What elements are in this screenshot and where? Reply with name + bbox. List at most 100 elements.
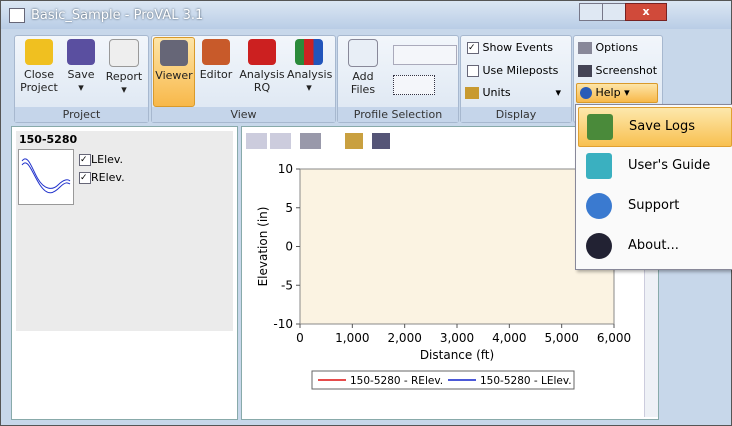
x-tick-label: 5,000 [544, 331, 578, 345]
y-axis-label: Elevation (in) [256, 207, 270, 287]
button-label: Options [595, 41, 638, 54]
group-label: View [152, 107, 335, 122]
button-label: Close [24, 68, 54, 81]
icon [295, 39, 323, 65]
channel-label: LElev. [91, 153, 124, 166]
dropdown-arrow: ▾ [306, 81, 312, 94]
thumbnail-line [21, 158, 71, 189]
use-mileposts-checkbox[interactable]: Use Mileposts [467, 64, 558, 77]
checkbox: ✓ [79, 154, 91, 166]
menu-label: About... [628, 238, 679, 253]
button-label: Add Files [350, 70, 376, 96]
group-label: Display [461, 107, 571, 122]
group-label: Project [15, 107, 148, 122]
window-title: Basic_Sample - ProVAL 3.1 [31, 8, 204, 23]
x-tick-label: 0 [296, 331, 304, 345]
button-label: Analysis [287, 68, 333, 81]
icon [248, 39, 276, 65]
icon [586, 153, 612, 179]
file-header: 150-5280 ✓ LElev. ✓ RElev. [16, 131, 233, 331]
button-label: Project [20, 81, 58, 94]
thumbnail-frame [18, 149, 74, 205]
file-name: 150-5280 [19, 133, 78, 146]
button-label: Help [595, 86, 621, 99]
x-tick-label: 2,000 [387, 331, 421, 345]
icon [67, 39, 95, 65]
title-bar: Basic_Sample - ProVAL 3.1 x [1, 1, 731, 29]
checkbox-label: Use Mileposts [482, 64, 559, 77]
show-events-checkbox[interactable]: ✓ Show Events [467, 41, 553, 54]
icon [202, 39, 230, 65]
editor-button[interactable]: Editor [198, 39, 234, 81]
menu-item[interactable]: Save Logs [578, 107, 732, 147]
icon [109, 39, 139, 67]
report-button[interactable]: Report ▾ [104, 39, 144, 96]
y-tick-label: 5 [285, 201, 293, 215]
channel-checkbox[interactable]: ✓ LElev. [79, 153, 123, 166]
analysis-rq-button[interactable]: Analysis RQ [239, 39, 285, 94]
close-button[interactable]: x [625, 3, 667, 21]
menu-label: Support [628, 198, 680, 213]
menu-item[interactable]: Support [578, 187, 730, 225]
dropdown-arrow: ▾ [555, 86, 561, 99]
menu-label: Save Logs [629, 119, 696, 134]
button-label: Editor [199, 68, 233, 81]
add-files-button[interactable]: Add Files [340, 39, 386, 96]
button-label: Analysis [239, 68, 285, 81]
button-label: Viewer [155, 69, 193, 82]
x-tick-label: 4,000 [492, 331, 526, 345]
chart-toolbar[interactable] [246, 133, 396, 149]
app-icon [9, 8, 25, 23]
align-buttons[interactable] [393, 45, 457, 65]
button-label: Save [67, 68, 95, 81]
icon [578, 65, 592, 77]
button-label: Screenshot [595, 64, 658, 77]
maximize-button[interactable] [602, 3, 626, 21]
x-tick-label: 3,000 [440, 331, 474, 345]
analysis-button[interactable]: Analysis ▾ [287, 39, 333, 94]
icon [578, 42, 592, 54]
icon [586, 233, 612, 259]
menu-item[interactable]: About... [578, 227, 730, 265]
checkbox: ✓ [467, 42, 479, 54]
y-tick-label: 10 [278, 162, 293, 176]
thumbnail [18, 149, 74, 205]
minimize-button[interactable] [579, 3, 603, 21]
dropdown-arrow: ▾ [121, 83, 127, 96]
icon [580, 87, 592, 99]
save-button[interactable]: Save ▾ [63, 39, 99, 94]
channel-label: RElev. [91, 171, 125, 184]
select-buttons[interactable] [393, 75, 435, 95]
x-axis-label: Distance (ft) [420, 348, 494, 362]
dropdown-arrow: ▾ [78, 81, 84, 94]
icon [160, 40, 188, 66]
icon [587, 114, 613, 140]
x-tick-label: 1,000 [335, 331, 369, 345]
dropdown-arrow: ▾ [624, 86, 630, 99]
viewer-button[interactable]: Viewer [153, 37, 195, 107]
legend-label: 150-5280 - RElev. [350, 375, 443, 387]
close-project-button[interactable]: Close Project [19, 39, 59, 94]
checkbox [467, 65, 479, 77]
checkbox-label: Show Events [482, 41, 553, 54]
button-label: Report [105, 70, 143, 83]
help-button[interactable]: Help ▾ [576, 83, 658, 103]
thumbnail-line [21, 162, 71, 194]
menu-item[interactable]: User's Guide [578, 147, 730, 185]
x-tick-label: 6,000 [597, 331, 631, 345]
file-panel: 150-5280 ✓ LElev. ✓ RElev. [11, 126, 238, 420]
checkbox: ✓ [79, 172, 91, 184]
chart: -10 -5 0 5 10 0 1,000 2,000 3,000 4,000 5,000 6,000… [256, 162, 631, 390]
icon [348, 39, 378, 67]
options-button[interactable]: Options [578, 41, 638, 54]
screenshot-button[interactable]: Screenshot [578, 64, 657, 77]
legend-label: 150-5280 - LElev. [480, 375, 572, 387]
units-button[interactable]: Units ▾ [465, 86, 565, 99]
plot-area [299, 168, 615, 325]
group-label: Profile Selection [338, 107, 458, 122]
y-tick-label: -10 [273, 317, 293, 331]
channel-checkbox[interactable]: ✓ RElev. [79, 171, 125, 184]
button-label: RQ [253, 81, 271, 94]
icon [465, 87, 479, 99]
